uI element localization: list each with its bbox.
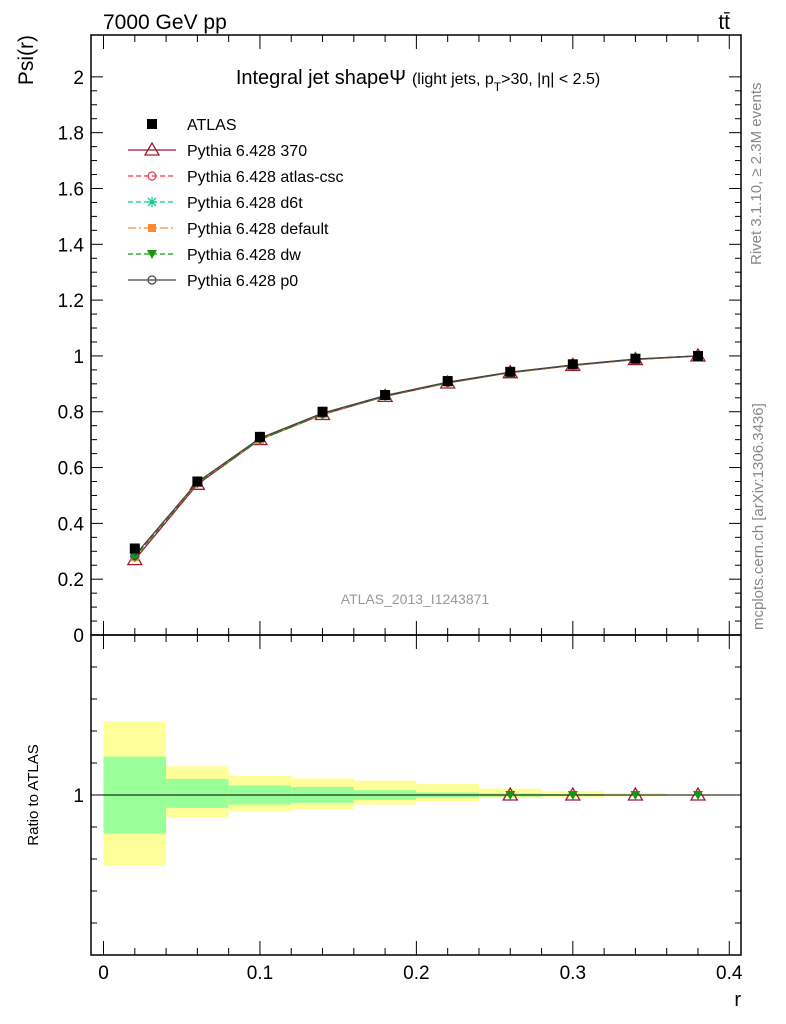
- analysis-label: ATLAS_2013_I1243871: [341, 591, 490, 607]
- legend-entry-atlas: ATLAS: [147, 117, 237, 134]
- series-d6t: [129, 350, 703, 562]
- data-point-atlas: [442, 376, 453, 387]
- title-main: Integral jet shape: [236, 67, 389, 89]
- series-dw: [129, 351, 703, 562]
- data-point-atlas: [692, 350, 703, 361]
- legend-entry-d6t: Pythia 6.428 d6t: [128, 195, 303, 212]
- main-y-label: Psi(r): [15, 35, 38, 85]
- data-point-atlas: [317, 406, 328, 417]
- series-p0: [130, 351, 703, 561]
- data-point-atlas: [254, 431, 265, 442]
- legend-marker-default: [148, 224, 156, 232]
- x-tick-label: 0.4: [716, 963, 743, 984]
- y-tick-label: 1.4: [58, 235, 85, 256]
- legend-marker-atlascsc: [147, 171, 157, 181]
- data-point-atlas: [630, 353, 641, 364]
- ratio-band-stat: [166, 779, 229, 808]
- y-tick-label: 1.2: [58, 291, 84, 312]
- main-x-axis-ticks: [103, 35, 730, 635]
- legend-entry-p0: Pythia 6.428 p0: [128, 273, 298, 290]
- main-y-axis: 0 0.2 0.4 0.6 0.8 1 1.2 1.4 1.6 1.8 2: [58, 68, 741, 647]
- ratio-y-tick-label: 1: [73, 786, 84, 807]
- legend-label-atlascsc: Pythia 6.428 atlas-csc: [187, 169, 344, 186]
- data-point-atlas: [380, 390, 391, 400]
- series-default: [130, 351, 702, 561]
- title-symbol: Ψ: [389, 67, 406, 89]
- legend-entry-default: Pythia 6.428 default: [128, 221, 329, 238]
- mcplots-label: mcplots.cern.ch [arXiv:1306.3436]: [750, 403, 767, 630]
- series-line-atlascsc: [134, 355, 699, 558]
- y-tick-label: 0.2: [58, 570, 84, 591]
- ratio-x-axis: 0 0.1 0.2 0.3 0.4: [98, 635, 743, 984]
- legend: ATLAS Pythia 6.428 370 Pythia 6.428 atlas-…: [128, 117, 344, 290]
- series-p370: [126, 347, 707, 566]
- plot-title: Integral jet shapeΨ (light jets, pT>30, |…: [236, 67, 600, 94]
- ratio-point-dw: [505, 791, 516, 800]
- x-tick-label: 0.2: [403, 963, 429, 984]
- data-point-dw: [129, 552, 140, 562]
- legend-label-atlas: ATLAS: [187, 117, 237, 134]
- series-line-d6t: [134, 355, 699, 558]
- y-tick-label: 0.8: [58, 403, 84, 424]
- energy-label: 7000 GeV pp: [103, 11, 227, 34]
- y-tick-label: 0.4: [58, 514, 85, 535]
- series-atlas: [129, 350, 703, 554]
- ratio-point-dw: [630, 791, 641, 800]
- ratio-point-dw: [567, 791, 578, 800]
- legend-label-dw: Pythia 6.428 dw: [187, 247, 301, 264]
- data-point-atlas: [567, 359, 578, 370]
- legend-marker-p370: [143, 141, 161, 156]
- legend-marker-p0: [147, 275, 157, 285]
- ratio-point-dw: [692, 791, 703, 800]
- ratio-y-axis: 1: [73, 666, 741, 924]
- main-plot-panel: 0 0.2 0.4 0.6 0.8 1 1.2 1.4 1.6 1.8 2 Integral jet…: [15, 34, 742, 647]
- title-cond-1: (light jets, p: [412, 71, 494, 88]
- title-cond-2: >30, |η| < 2.5): [501, 71, 600, 88]
- legend-label-p0: Pythia 6.428 p0: [187, 273, 298, 290]
- data-point-atlas: [505, 366, 516, 377]
- x-axis-label: r: [734, 989, 741, 1011]
- legend-label-d6t: Pythia 6.428 d6t: [187, 195, 303, 212]
- y-tick-label: 1: [73, 347, 84, 368]
- y-tick-label: 0: [73, 626, 84, 647]
- series-line-dw: [134, 355, 699, 558]
- legend-entry-p370: Pythia 6.428 370: [128, 141, 307, 160]
- ratio-uncertainty-bands: [103, 721, 730, 866]
- x-tick-label: 0: [98, 963, 109, 984]
- rivet-label: Rivet 3.1.10, ≥ 2.3M events: [748, 83, 765, 266]
- legend-label-p370: Pythia 6.428 370: [187, 143, 307, 160]
- ratio-y-label: Ratio to ATLAS: [25, 744, 42, 845]
- series-atlascsc: [130, 351, 703, 562]
- y-tick-label: 1.8: [58, 124, 84, 145]
- legend-entry-dw: Pythia 6.428 dw: [128, 247, 301, 264]
- x-tick-label: 0.3: [560, 963, 586, 984]
- y-tick-label: 1.6: [58, 179, 84, 200]
- series-line-default: [134, 355, 699, 558]
- legend-marker-atlas: [147, 119, 157, 129]
- ratio-points-layer: [502, 786, 707, 801]
- legend-label-default: Pythia 6.428 default: [187, 221, 329, 238]
- legend-entry-atlascsc: Pythia 6.428 atlas-csc: [128, 169, 344, 186]
- data-point-atlas: [129, 543, 140, 554]
- main-series-layer: [126, 347, 707, 566]
- y-tick-label: 2: [73, 68, 84, 89]
- x-tick-label: 0.1: [247, 963, 273, 984]
- series-line-p370: [134, 355, 699, 561]
- data-point-atlas: [192, 476, 203, 487]
- ratio-plot-panel: 1 0 0.1 0.2 0.3 0.4 Ratio to ATLAS r: [25, 634, 743, 1011]
- series-line-p0: [134, 355, 699, 556]
- legend-marker-d6t: [147, 197, 157, 207]
- title-subscript: T: [494, 80, 502, 94]
- process-label: tt̄: [718, 11, 730, 34]
- legend-marker-dw: [147, 250, 157, 259]
- y-tick-label: 0.6: [58, 459, 84, 480]
